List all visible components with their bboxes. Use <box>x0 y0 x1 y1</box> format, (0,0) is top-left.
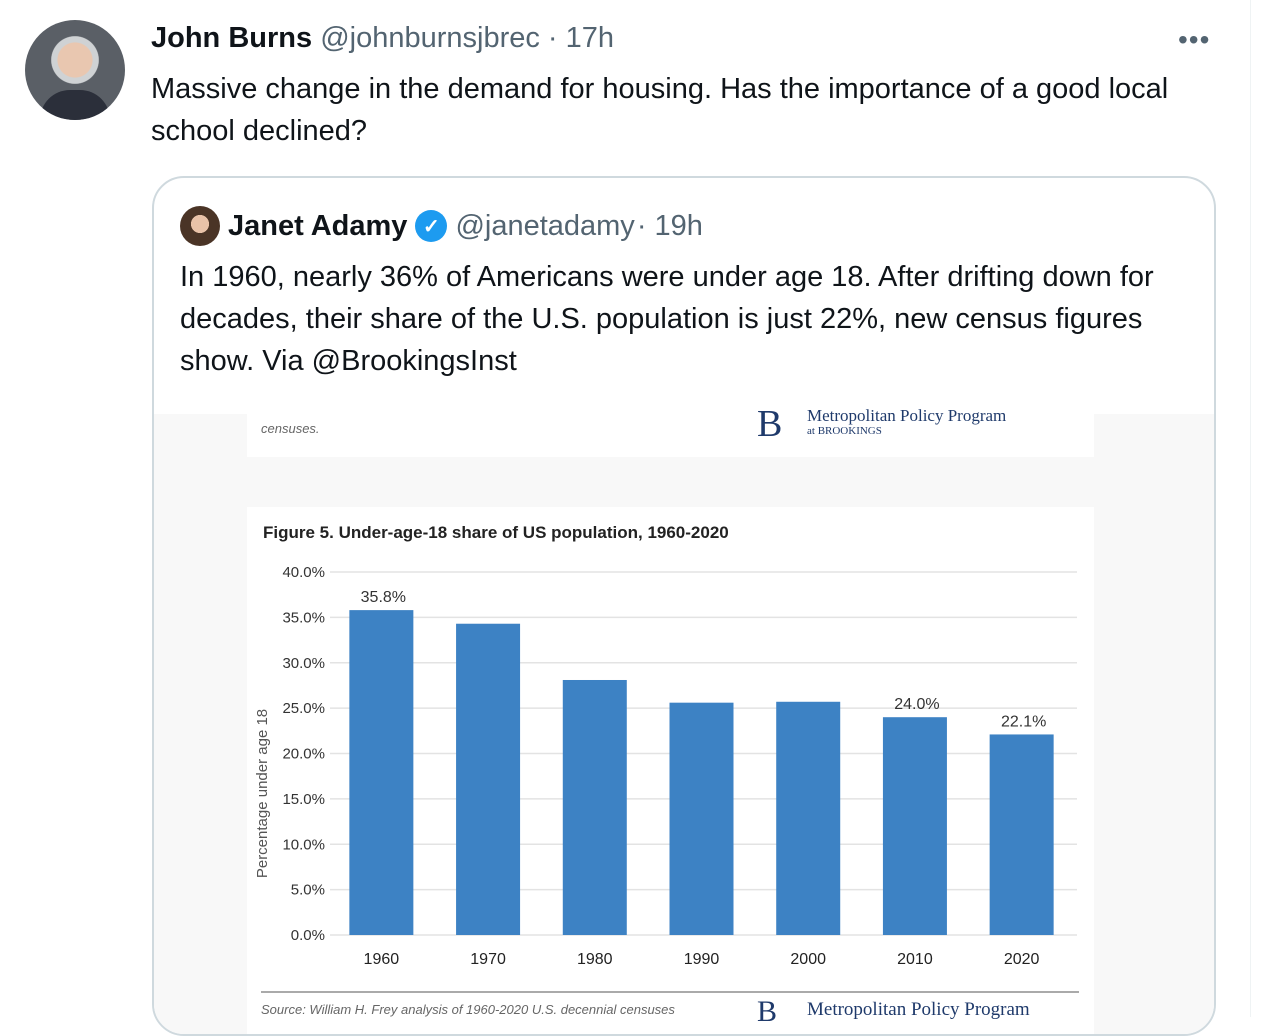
y-axis-label: Percentage under age 18 <box>254 709 271 878</box>
timeline-border <box>1250 0 1251 1017</box>
y-tick-label: 20.0% <box>282 746 325 763</box>
author-name[interactable]: John Burns <box>151 22 313 54</box>
x-tick-label: 2020 <box>1004 951 1040 968</box>
y-tick-label: 5.0% <box>291 882 325 899</box>
bar-1990 <box>669 702 734 935</box>
footer-divider <box>261 991 1079 993</box>
quoted-tweet[interactable]: Janet Adamy ✓ @janetadamy · 19h In 1960,… <box>152 176 1216 1036</box>
source-note: Source: William H. Frey analysis of 1960… <box>261 1002 675 1017</box>
x-tick-label: 1970 <box>470 951 506 968</box>
quote-header: Janet Adamy ✓ @janetadamy · 19h <box>180 206 703 246</box>
bar-chart: 0.0% 5.0% 10.0% 15.0% 20.0% 25.0% 30.0% 35.0% 40… <box>254 564 1077 968</box>
logo-line1: Metropolitan Policy Program <box>807 406 1007 425</box>
tweet-time[interactable]: · 17h <box>547 22 615 54</box>
quote-avatar[interactable] <box>180 206 220 246</box>
y-tick-label: 35.0% <box>282 609 325 626</box>
data-label: 35.8% <box>361 589 406 606</box>
bar-2010 <box>882 717 947 935</box>
chart-panel: Figure 5. Under-age-18 share of US popul… <box>247 507 1094 1034</box>
logo-line1-bottom: Metropolitan Policy Program <box>807 999 1030 1020</box>
y-tick-label: 40.0% <box>282 564 325 581</box>
tweet-text: Massive change in the demand for housing… <box>151 73 1169 147</box>
x-tick-label: 2010 <box>897 951 933 968</box>
bar-2020 <box>989 734 1054 935</box>
data-label: 22.1% <box>1001 713 1046 730</box>
quote-text: In 1960, nearly 36% of Americans were un… <box>180 261 1154 377</box>
y-tick-label: 15.0% <box>282 791 325 808</box>
y-tick-label: 30.0% <box>282 655 325 672</box>
logo-line2: at BROOKINGS <box>807 425 882 437</box>
x-tick-label: 1990 <box>684 951 720 968</box>
bar-1970 <box>456 623 521 935</box>
image-top-strip: censuses. B Metropolitan Policy Program … <box>247 403 1094 457</box>
x-tick-label: 1960 <box>364 951 400 968</box>
bar-2000 <box>776 701 841 935</box>
author-handle[interactable]: @johnburnsjbrec <box>320 22 540 54</box>
tweet-header: John Burns @johnburnsjbrec · 17h <box>151 22 614 55</box>
brookings-logo-bottom: B <box>757 995 778 1028</box>
x-tick-label: 1980 <box>577 951 613 968</box>
more-options-icon[interactable]: ••• <box>1178 24 1211 55</box>
quote-author-name[interactable]: Janet Adamy <box>228 209 408 242</box>
y-tick-label: 25.0% <box>282 700 325 717</box>
quote-author-handle[interactable]: @janetadamy <box>455 209 635 242</box>
brookings-logo: B <box>757 403 783 445</box>
chart-title: Figure 5. Under-age-18 share of US popul… <box>263 523 729 542</box>
verified-badge-icon: ✓ <box>415 210 448 242</box>
top-caption: censuses. <box>261 421 320 436</box>
y-tick-label: 10.0% <box>282 836 325 853</box>
bar-1980 <box>562 679 627 935</box>
avatar[interactable] <box>25 20 125 120</box>
bar-1960 <box>349 610 414 935</box>
quote-image[interactable]: censuses. B Metropolitan Policy Program … <box>154 403 1214 1034</box>
x-tick-label: 2000 <box>790 951 826 968</box>
y-tick-label: 0.0% <box>291 927 325 944</box>
quote-time[interactable]: · 19h <box>636 209 703 242</box>
data-label: 24.0% <box>894 696 939 713</box>
